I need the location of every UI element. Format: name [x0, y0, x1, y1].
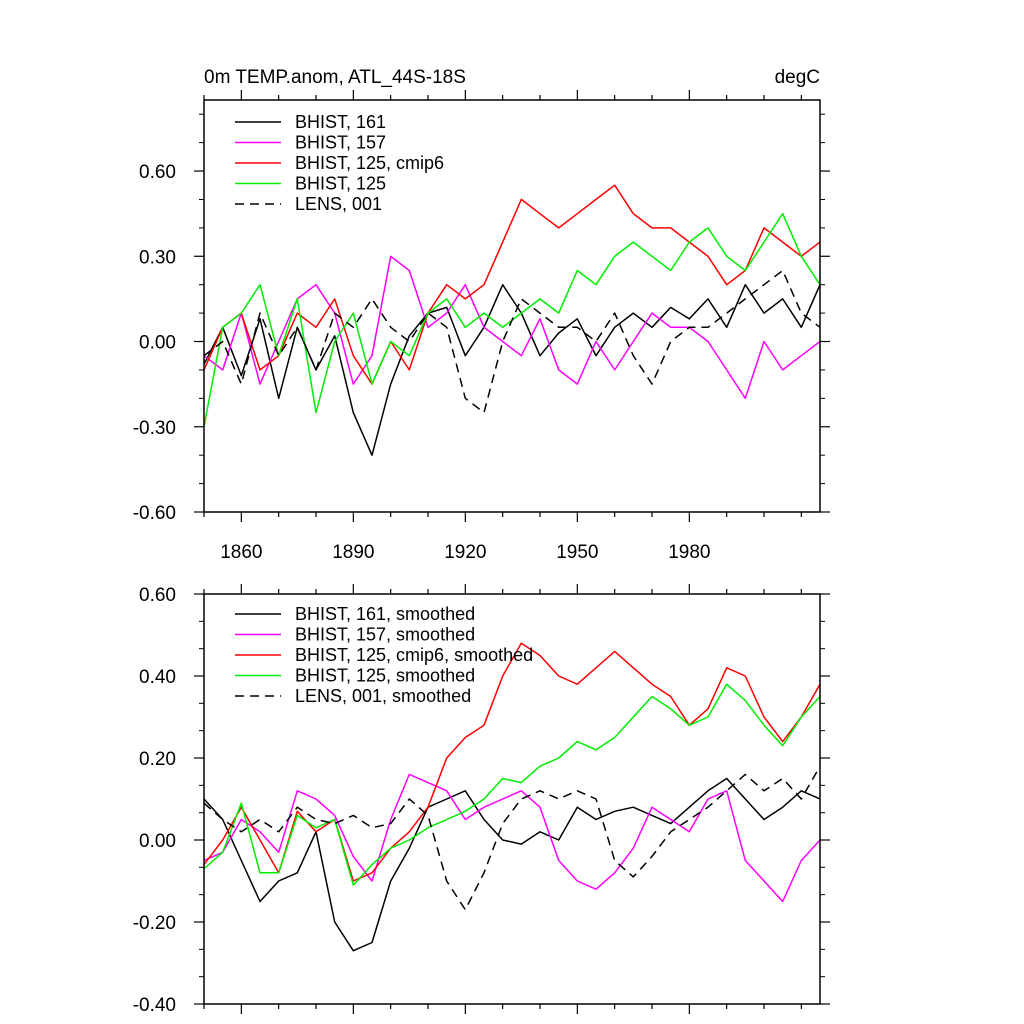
- y-tick-label: -0.60: [133, 503, 176, 524]
- y-tick-label: -0.30: [133, 418, 176, 439]
- legend-label-1-4: LENS, 001, smoothed: [295, 686, 471, 706]
- y-tick-label: 0.00: [139, 831, 176, 852]
- legend-label-0-1: BHIST, 157: [295, 133, 386, 153]
- series-line-1-0: [204, 777, 820, 952]
- series-line-0-2: [204, 184, 820, 385]
- bottom-ticks: -0.40 -0.20 0.00 0.20 0.40 0.60: [133, 584, 830, 1016]
- series-line-1-3: [204, 683, 820, 886]
- y-tick-label: 0.60: [139, 162, 176, 183]
- series-line-0-3: [204, 212, 820, 427]
- x-tick-label: 1860: [220, 542, 262, 563]
- y-tick-label: -0.40: [133, 995, 176, 1016]
- top-ticks: 1860 1890 1920 1950 1980 -0.60 -0.30 0.00 0.30 0.…: [133, 90, 830, 563]
- y-tick-label: 0.40: [139, 667, 176, 688]
- chart-title: 0m TEMP.anom, ATL_44S-18S: [204, 67, 466, 88]
- chart-units: degC: [775, 67, 820, 88]
- x-tick-label: 1890: [332, 542, 374, 563]
- bottom-plot-layer: [204, 642, 820, 952]
- top-panel: 0m TEMP.anom, ATL_44S-18S degC BHIST, 16…: [133, 67, 830, 563]
- series-line-0-0: [204, 283, 820, 456]
- legend-label-0-0: BHIST, 161: [295, 112, 386, 132]
- legend-label-1-3: BHIST, 125, smoothed: [295, 666, 475, 686]
- legend-label-1-1: BHIST, 157, smoothed: [295, 625, 475, 645]
- bottom-plot-frame: [203, 593, 821, 1005]
- legend-label-0-2: BHIST, 125, cmip6: [295, 153, 444, 173]
- top-plot-layer: [204, 184, 820, 456]
- y-tick-label: 0.00: [139, 333, 176, 354]
- y-tick-label: 0.30: [139, 247, 176, 268]
- top-plot-frame: [203, 99, 821, 513]
- series-line-1-4: [204, 764, 820, 911]
- legend-label-0-3: BHIST, 125: [295, 174, 386, 194]
- x-tick-label: 1980: [668, 542, 710, 563]
- y-tick-label: 0.20: [139, 749, 176, 770]
- y-tick-label: -0.20: [133, 913, 176, 934]
- x-tick-label: 1920: [444, 542, 486, 563]
- series-line-0-4: [204, 269, 820, 414]
- legend-label-1-2: BHIST, 125, cmip6, smoothed: [295, 645, 533, 665]
- x-tick-label: 1950: [556, 542, 598, 563]
- legend-label-1-0: BHIST, 161, smoothed: [295, 604, 475, 624]
- legend-label-0-4: LENS, 001: [295, 194, 382, 214]
- y-tick-label: 0.60: [139, 585, 176, 606]
- series-line-0-1: [204, 255, 820, 400]
